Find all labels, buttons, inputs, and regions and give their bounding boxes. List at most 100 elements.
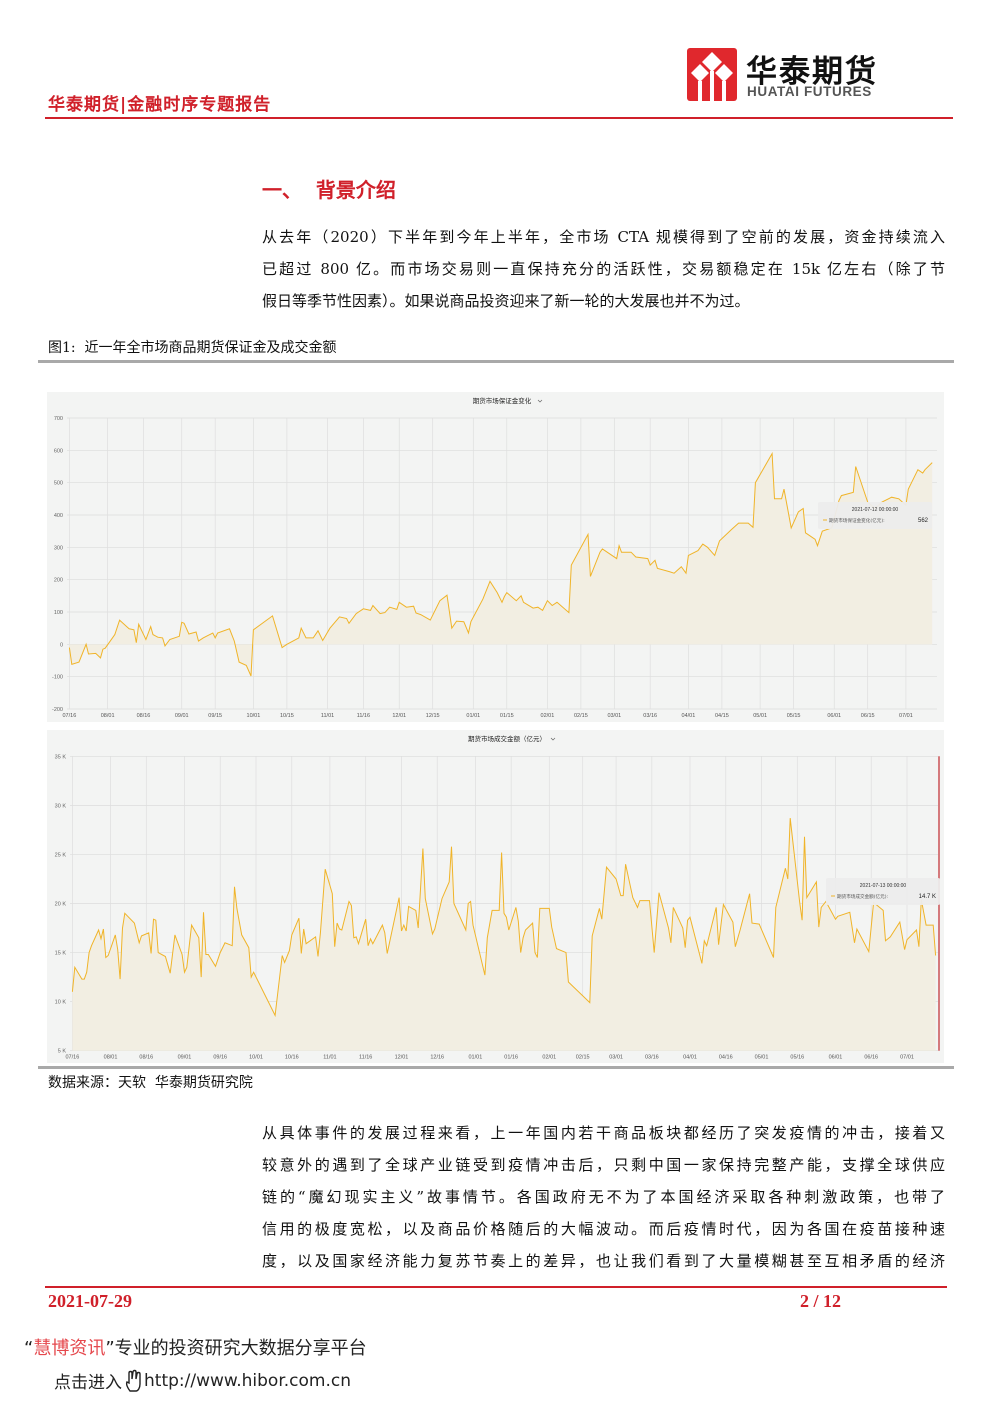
chart-tooltip: 2021-07-12 00:00:00 期货市场保证金变化(亿元): 562 xyxy=(818,502,932,529)
x-tick-label: 02/15 xyxy=(576,1055,590,1061)
x-tick-label: 09/01 xyxy=(175,713,189,719)
figure-top-rule xyxy=(38,360,954,363)
x-tick-label: 07/01 xyxy=(900,1055,914,1061)
y-tick-label: 400 xyxy=(54,513,63,519)
x-tick-label: 05/01 xyxy=(755,1055,769,1061)
turnover-chart-svg: 35 K 30 K 25 K 20 K 15 K 10 K 5 K07/16 08/01 08/… xyxy=(55,734,940,1061)
x-tick-label: 08/01 xyxy=(104,1055,118,1061)
paragraph-line: 度，以及国家经济能力复苏节奏上的差异，也让我们看到了大量模糊甚至互相矛盾的经济 xyxy=(262,1252,945,1270)
enter-label: 点击进入 xyxy=(54,1373,122,1393)
chart-title: 期货市场保证金变化 xyxy=(473,396,532,405)
x-tick-label: 08/01 xyxy=(101,713,115,719)
section-title: 一、 背景介绍 xyxy=(262,178,396,202)
x-tick-label: 01/15 xyxy=(500,713,514,719)
x-tick-label: 02/01 xyxy=(541,713,555,719)
page-number: 2 / 12 xyxy=(800,1291,842,1311)
x-tick-label: 07/16 xyxy=(66,1055,80,1061)
x-tick-label: 01/01 xyxy=(466,713,480,719)
x-tick-label: 09/15 xyxy=(208,713,222,719)
chart-tooltip: 2021-07-13 00:00:00 期货市场成交金额(亿元): 14.7 K xyxy=(826,878,940,905)
x-tick-label: 07/16 xyxy=(63,713,77,719)
x-tick-label: 10/01 xyxy=(247,713,261,719)
tooltip-box xyxy=(818,502,932,529)
margin-change-chart: 700 600 500 400 300 200 100 0 -100 -200 07/16 08/01… xyxy=(47,392,944,722)
paragraph-line: 假日等季节性因素）。如果说商品投资迎来了新一轮的大发展也并不为过。 xyxy=(262,292,750,310)
report-date: 2021-07-29 xyxy=(48,1291,132,1311)
report-header-title: 华泰期货|金融时序专题报告 xyxy=(48,95,272,115)
x-tick-label: 07/01 xyxy=(899,713,913,719)
y-tick-label: 300 xyxy=(54,545,63,551)
y-tick-label: 0 xyxy=(60,642,63,648)
header-rule xyxy=(45,117,953,119)
x-tick-label: 10/15 xyxy=(280,713,294,719)
x-tick-label: 05/01 xyxy=(753,713,767,719)
x-tick-label: 11/01 xyxy=(323,1055,336,1061)
y-tick-label: 20 K xyxy=(55,902,67,908)
hibor-link-row[interactable]: 点击进入 http://www.hibor.com.cn xyxy=(54,1368,351,1393)
tooltip-box xyxy=(826,878,940,905)
y-tick-label: 100 xyxy=(54,610,63,616)
tooltip-date: 2021-07-12 00:00:00 xyxy=(852,507,899,513)
y-tick-label: -100 xyxy=(52,675,63,681)
x-tick-label: 11/16 xyxy=(357,713,370,719)
tooltip-value: 14.7 K xyxy=(919,894,936,900)
logo-chinese-name: 华泰期货 xyxy=(746,54,878,90)
y-tick-label: 25 K xyxy=(55,852,67,858)
x-tick-label: 06/16 xyxy=(864,1055,878,1061)
paragraph-line: 从去年（2020）下半年到今年上半年，全市场 CTA 规模得到了空前的发展，资金… xyxy=(262,228,945,246)
x-tick-label: 03/01 xyxy=(609,1055,623,1061)
x-tick-label: 08/16 xyxy=(139,1055,153,1061)
tooltip-label: 期货市场保证金变化(亿元): xyxy=(829,517,885,524)
y-tick-label: -200 xyxy=(52,707,63,713)
x-tick-label: 05/16 xyxy=(790,1055,804,1061)
x-tick-label: 04/15 xyxy=(715,713,729,719)
x-tick-label: 06/15 xyxy=(861,713,875,719)
figure-bottom-rule xyxy=(38,1066,954,1069)
quote-close: ” xyxy=(105,1338,115,1359)
turnover-chart: 35 K 30 K 25 K 20 K 15 K 10 K 5 K 07/16 08/01 08/… xyxy=(47,730,944,1063)
x-tick-label: 04/01 xyxy=(683,1055,697,1061)
y-tick-label: 15 K xyxy=(55,951,67,957)
x-tick-label: 12/15 xyxy=(426,713,440,719)
hibor-slogan-text: 专业的投资研究大数据分享平台 xyxy=(114,1338,367,1359)
tooltip-value: 562 xyxy=(918,518,929,524)
hibor-url-link[interactable]: http://www.hibor.com.cn xyxy=(144,1370,351,1391)
y-tick-label: 200 xyxy=(54,578,63,584)
x-tick-label: 11/01 xyxy=(321,713,334,719)
paragraph-line: 已超过 800 亿。而市场交易则一直保持充分的活跃性，交易额稳定在 15k 亿左… xyxy=(262,260,945,278)
x-tick-label: 09/01 xyxy=(178,1055,192,1061)
pointing-hand-icon xyxy=(125,1369,141,1392)
x-tick-label: 05/15 xyxy=(787,713,801,719)
hibor-slogan: “慧博资讯”专业的投资研究大数据分享平台 xyxy=(24,1334,367,1360)
logo-english-name: HUATAI FUTURES xyxy=(747,84,872,99)
x-tick-label: 08/16 xyxy=(137,713,151,719)
quote-open: “ xyxy=(24,1338,34,1359)
tooltip-label: 期货市场成交金额(亿元): xyxy=(837,893,889,900)
chevron-down-icon xyxy=(550,737,556,741)
figure-caption: 图1: 近一年全市场商品期货保证金及成交金额 xyxy=(48,340,337,356)
events-paragraph: 从具体事件的发展过程来看，上一年国内若干商品板块都经历了突发疫情的冲击，接着又 … xyxy=(262,1117,945,1277)
figure-source: 数据来源：天软 华泰期货研究院 xyxy=(48,1075,253,1091)
x-tick-label: 12/16 xyxy=(430,1055,444,1061)
y-tick-label: 600 xyxy=(54,448,63,454)
x-tick-label: 01/16 xyxy=(504,1055,518,1061)
x-tick-label: 06/01 xyxy=(827,713,841,719)
x-tick-label: 03/01 xyxy=(607,713,621,719)
y-tick-label: 30 K xyxy=(55,803,67,809)
x-tick-label: 11/16 xyxy=(359,1055,372,1061)
x-tick-label: 04/16 xyxy=(719,1055,733,1061)
x-tick-label: 12/01 xyxy=(392,713,406,719)
tooltip-date: 2021-07-13 00:00:00 xyxy=(860,883,907,889)
x-tick-label: 04/01 xyxy=(682,713,696,719)
paragraph-line: 信用的极度宽松，以及商品价格随后的大幅波动。而后疫情时代，因为各国在疫苗接种速 xyxy=(262,1220,945,1238)
y-tick-label: 700 xyxy=(54,416,63,422)
footer-rule xyxy=(45,1286,947,1288)
series-area xyxy=(69,453,933,676)
series-line xyxy=(68,451,933,677)
x-tick-label: 02/01 xyxy=(542,1055,556,1061)
series-area xyxy=(72,818,936,1051)
x-tick-label: 12/01 xyxy=(395,1055,409,1061)
huatai-logo-icon xyxy=(687,48,737,101)
series-line xyxy=(71,818,937,1018)
